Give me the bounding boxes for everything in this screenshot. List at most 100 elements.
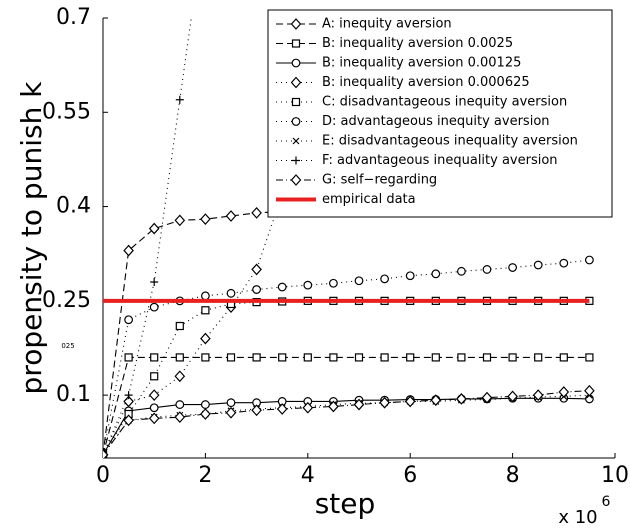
- marker: [278, 353, 287, 362]
- legend: A: inequity aversion B: inequality aversi…: [267, 9, 613, 218]
- marker: [430, 394, 442, 407]
- marker: [174, 214, 186, 227]
- legend-label: B: inequality aversion 0.000625: [322, 75, 530, 90]
- marker: [174, 411, 186, 424]
- marker: [534, 353, 543, 362]
- marker: [558, 386, 570, 398]
- x-multiplier: x 10: [558, 507, 597, 528]
- marker: [291, 117, 301, 126]
- marker: [226, 288, 236, 298]
- marker: [150, 372, 159, 381]
- marker: [174, 370, 186, 383]
- marker: [404, 395, 416, 408]
- legend-label: G: self−regarding: [322, 173, 437, 188]
- marker: [303, 353, 312, 362]
- marker: [251, 206, 262, 219]
- marker: [456, 393, 467, 405]
- marker: [482, 353, 492, 362]
- y-axis-label: propensity to punish k: [15, 81, 48, 395]
- marker: [124, 353, 133, 362]
- marker: [252, 353, 261, 362]
- marker: [123, 395, 134, 408]
- marker: [302, 401, 314, 414]
- marker: [175, 400, 185, 409]
- x-axis-label: step: [315, 487, 376, 520]
- marker: [457, 266, 466, 276]
- y-tick-label: 0.4: [56, 194, 91, 219]
- legend-label: D: advantageous inequity aversion: [322, 114, 550, 129]
- x-tick-label: 6: [403, 463, 417, 488]
- marker: [406, 353, 415, 362]
- marker: [290, 174, 302, 186]
- legend-box: [267, 9, 613, 218]
- legend-label: empirical data: [322, 192, 416, 207]
- series-line: [103, 259, 590, 455]
- marker: [290, 76, 302, 89]
- marker: [481, 391, 493, 404]
- annotation: 025: [61, 342, 74, 350]
- marker: [103, 448, 109, 458]
- marker: [276, 403, 288, 415]
- marker: [508, 353, 517, 362]
- marker: [533, 260, 543, 270]
- marker: [457, 353, 466, 362]
- marker: [175, 353, 184, 362]
- marker: [508, 263, 517, 272]
- marker: [123, 414, 134, 427]
- legend-label: E: disadvantageous inequality aversion: [322, 134, 578, 149]
- marker: [532, 389, 544, 402]
- marker: [175, 95, 184, 104]
- marker: [150, 353, 159, 362]
- marker: [585, 255, 594, 265]
- marker: [380, 274, 390, 284]
- marker: [290, 18, 302, 30]
- marker: [559, 353, 568, 362]
- marker: [252, 285, 262, 294]
- marker: [354, 276, 364, 286]
- series-line: [103, 397, 590, 456]
- marker: [559, 258, 569, 268]
- marker: [150, 278, 159, 286]
- marker: [149, 302, 159, 312]
- legend-label: B: inequality aversion 0.0025: [322, 36, 513, 51]
- marker: [292, 137, 300, 145]
- marker: [405, 271, 415, 281]
- marker: [175, 321, 184, 331]
- y-tick-label: 0.1: [56, 382, 91, 407]
- marker: [225, 210, 237, 222]
- marker: [148, 412, 160, 425]
- x-tick-label: 10: [601, 463, 629, 488]
- series-line: [103, 356, 590, 455]
- marker: [124, 391, 133, 400]
- x-tick-label: 2: [198, 463, 212, 488]
- marker: [291, 97, 301, 107]
- y-tick-label: 0.7: [56, 5, 91, 30]
- marker: [251, 263, 262, 276]
- marker: [329, 278, 338, 288]
- marker: [354, 353, 364, 362]
- marker: [431, 353, 440, 362]
- marker: [201, 353, 210, 362]
- marker: [201, 306, 210, 315]
- marker: [200, 400, 210, 409]
- y-tick-label: 0.55: [42, 99, 91, 124]
- marker: [585, 353, 594, 362]
- marker: [226, 398, 236, 408]
- marker: [277, 282, 287, 292]
- marker: [149, 403, 159, 413]
- series-line: [103, 300, 590, 456]
- marker: [124, 315, 134, 325]
- marker: [123, 244, 134, 257]
- marker: [329, 353, 338, 362]
- marker: [292, 156, 300, 165]
- marker: [251, 404, 262, 417]
- marker: [226, 353, 236, 362]
- x-tick-label: 0: [96, 463, 110, 488]
- legend-label: B: inequality aversion 0.00125: [322, 56, 521, 71]
- marker: [200, 291, 210, 301]
- marker: [380, 353, 389, 362]
- marker: [431, 269, 441, 279]
- x-multiplier-exponent: 6: [602, 494, 611, 510]
